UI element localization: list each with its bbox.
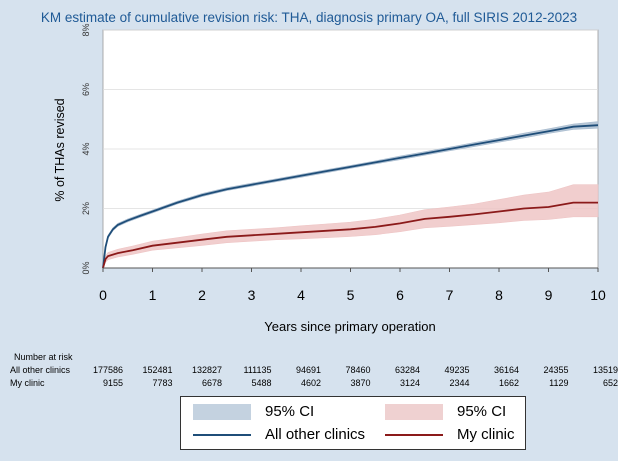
ci-swatch-all xyxy=(193,403,251,420)
risk-value: 7783 xyxy=(152,378,173,388)
ci-swatch-my xyxy=(385,403,443,420)
risk-row-label: My clinic xyxy=(10,378,45,388)
y-axis-label: % of THAs revised xyxy=(53,98,67,201)
line-swatch-my xyxy=(385,433,443,436)
risk-value: 6678 xyxy=(201,378,222,388)
y-tick-label: 6% xyxy=(81,83,91,96)
risk-value: 1129 xyxy=(549,378,569,388)
x-tick-label: 3 xyxy=(248,287,256,303)
legend-all-label: All other clinics xyxy=(265,426,366,443)
number-at-risk-table: Number at risk All other clinics My clin… xyxy=(0,350,618,400)
risk-value: 132827 xyxy=(191,365,222,375)
risk-value: 78460 xyxy=(345,365,371,375)
risk-value: 49235 xyxy=(444,365,470,375)
line-layer xyxy=(102,124,599,269)
x-tick-label: 9 xyxy=(545,287,553,303)
y-tick-label: 0% xyxy=(81,261,91,274)
x-tick-label: 4 xyxy=(297,287,305,303)
risk-table-title: Number at risk xyxy=(14,352,73,362)
y-tick-label: 2% xyxy=(81,202,91,215)
legend: 95% CI 95% CI All other clinics My clini… xyxy=(180,396,526,450)
legend-ci-label: 95% CI xyxy=(265,403,315,420)
x-tick-label: 10 xyxy=(590,287,606,303)
risk-value: 5488 xyxy=(251,378,272,388)
ci-band-my-clinic xyxy=(102,184,599,269)
chart-title: KM estimate of cumulative revision risk:… xyxy=(40,10,578,25)
legend-my-label: My clinic xyxy=(457,426,515,443)
risk-value: 3124 xyxy=(399,378,420,388)
risk-value: 177586 xyxy=(92,365,123,375)
risk-value: 652 xyxy=(602,378,618,388)
risk-value: 63284 xyxy=(394,365,420,375)
legend-line-all: All other clinics xyxy=(193,426,365,443)
risk-value: 152481 xyxy=(142,365,173,375)
axis-layer: 0% 2% 4% 6% 8% 0 1 2 3 4 5 6 7 8 9 10 xyxy=(81,23,606,303)
x-tick-label: 5 xyxy=(347,287,355,303)
x-tick-label: 8 xyxy=(495,287,503,303)
risk-value: 9155 xyxy=(102,378,123,388)
x-axis-label: Years since primary operation xyxy=(264,319,436,334)
y-tick-label: 8% xyxy=(81,23,91,36)
legend-ci-all: 95% CI xyxy=(193,403,314,420)
risk-value: 1662 xyxy=(498,378,519,388)
legend-line-my: My clinic xyxy=(385,426,515,443)
y-tick-label: 4% xyxy=(81,142,91,155)
km-plot: 0% 2% 4% 6% 8% 0 1 2 3 4 5 6 7 8 9 10 Years since prima… xyxy=(53,23,606,334)
x-tick-label: 6 xyxy=(396,287,404,303)
line-my-clinic xyxy=(102,201,598,269)
risk-value: 94691 xyxy=(295,365,321,375)
legend-ci-label: 95% CI xyxy=(457,403,507,420)
risk-value: 4602 xyxy=(300,378,321,388)
x-tick-label: 2 xyxy=(198,287,206,303)
legend-ci-my: 95% CI xyxy=(385,403,506,420)
risk-value: 13519 xyxy=(592,365,618,375)
risk-value: 2344 xyxy=(449,378,470,388)
x-tick-label: 0 xyxy=(99,287,107,303)
risk-value: 24355 xyxy=(543,365,569,375)
x-tick-label: 7 xyxy=(446,287,454,303)
risk-row-label: All other clinics xyxy=(10,365,71,375)
risk-value: 3870 xyxy=(350,378,371,388)
x-tick-label: 1 xyxy=(149,287,157,303)
line-all-other-clinics xyxy=(102,124,599,269)
risk-value: 111135 xyxy=(243,365,272,375)
risk-value: 36164 xyxy=(493,365,519,375)
line-swatch-all xyxy=(193,433,251,436)
